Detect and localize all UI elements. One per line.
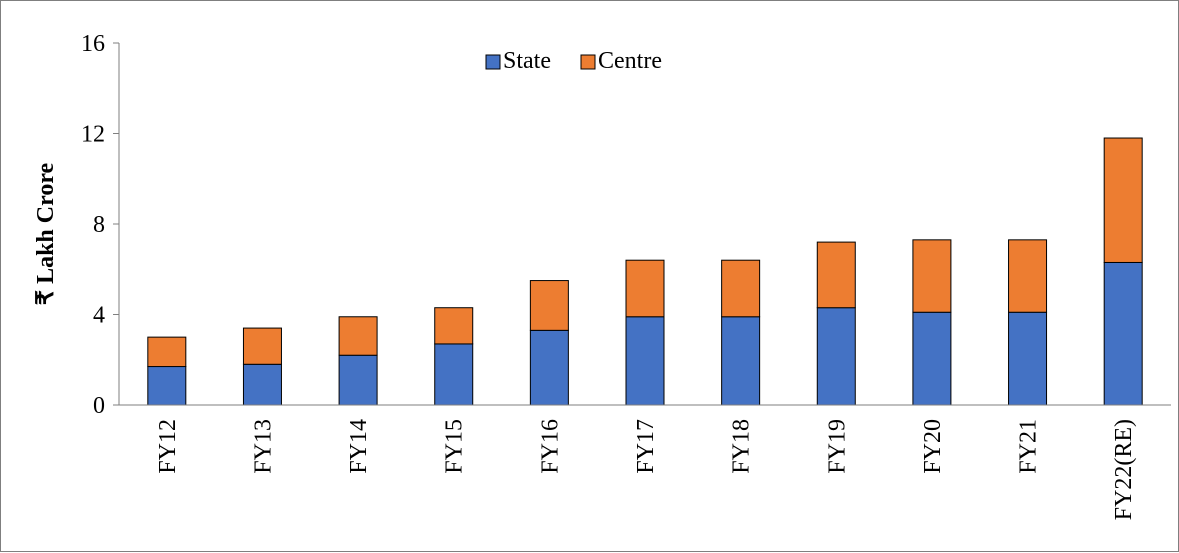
y-tick-label: 8 <box>93 212 105 238</box>
x-tick-label: FY21 <box>1016 419 1042 474</box>
x-tick-label: FY18 <box>729 419 755 474</box>
bar-centre-fy20 <box>912 239 952 313</box>
x-tick-label: FY19 <box>824 419 850 474</box>
bar-state-fy16 <box>529 329 569 406</box>
bar-state-fy12 <box>147 366 187 406</box>
bar-state-fy13 <box>242 363 282 406</box>
bar-centre-fy18 <box>721 259 761 318</box>
legend: State Centre <box>485 48 662 74</box>
bar-state-fy19 <box>816 307 856 406</box>
bar-state-fy21 <box>1008 311 1048 406</box>
x-tick-label: FY17 <box>633 419 659 474</box>
y-tick-label: 16 <box>81 31 105 57</box>
legend-label-centre: Centre <box>598 48 662 74</box>
bar-centre-fy17 <box>625 259 665 318</box>
legend-swatch-state <box>485 54 501 70</box>
bar-centre-fy19 <box>816 241 856 309</box>
x-axis: FY12 FY13 FY14 FY15 FY16 FY17 FY18 FY19 FY20 FY21… <box>119 404 1171 520</box>
bar-state-fy20 <box>912 311 952 406</box>
bars <box>147 137 1143 406</box>
legend-label-state: State <box>503 48 551 74</box>
bar-state-fy14 <box>338 354 378 406</box>
bar-centre-fy14 <box>338 316 378 356</box>
x-tick-label: FY12 <box>155 419 181 474</box>
y-tick-label: 0 <box>93 393 105 419</box>
y-tick-label: 4 <box>93 303 105 329</box>
y-axis: 0 4 8 12 16 <box>81 31 120 419</box>
bar-centre-fy21 <box>1008 239 1048 313</box>
bar-centre-fy12 <box>147 336 187 368</box>
x-tick-label: FY15 <box>442 419 468 474</box>
x-tick-label: FY13 <box>250 419 276 474</box>
bar-state-fy15 <box>434 343 474 406</box>
bar-centre-fy13 <box>242 327 282 365</box>
y-axis-label: ₹ Lakh Crore <box>33 162 59 305</box>
x-tick-label: FY16 <box>537 419 563 474</box>
legend-swatch-centre <box>580 54 596 70</box>
y-tick-label: 12 <box>81 122 105 148</box>
bar-centre-fy15 <box>434 307 474 345</box>
bar-state-fy18 <box>721 316 761 406</box>
bar-state-fy17 <box>625 316 665 406</box>
bar-centre-fy22re <box>1103 137 1143 263</box>
bar-state-fy22re <box>1103 261 1143 406</box>
x-tick-label: FY22(RE) <box>1111 419 1137 520</box>
x-tick-label: FY20 <box>920 419 946 474</box>
x-tick-label: FY14 <box>346 419 372 474</box>
bar-centre-fy16 <box>529 280 569 331</box>
